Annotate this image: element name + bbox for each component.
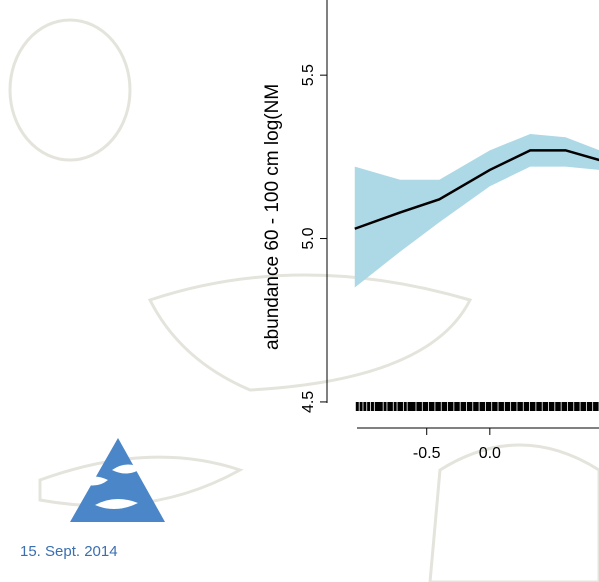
x-tick-label: 0.0 [479,445,501,462]
confidence-band [354,133,599,288]
x-tick-label: -0.5 [413,445,441,462]
line [354,149,599,230]
y-tick-label: 4.5 [300,391,317,413]
date: 15. Sept. 2014 [20,543,118,560]
y-axis-label: abundance 60 - 100 cm log(NM [262,84,283,350]
y-tick-label: 5.0 [300,227,317,249]
logo [70,438,165,522]
y-tick-label: 5.5 [300,64,317,86]
